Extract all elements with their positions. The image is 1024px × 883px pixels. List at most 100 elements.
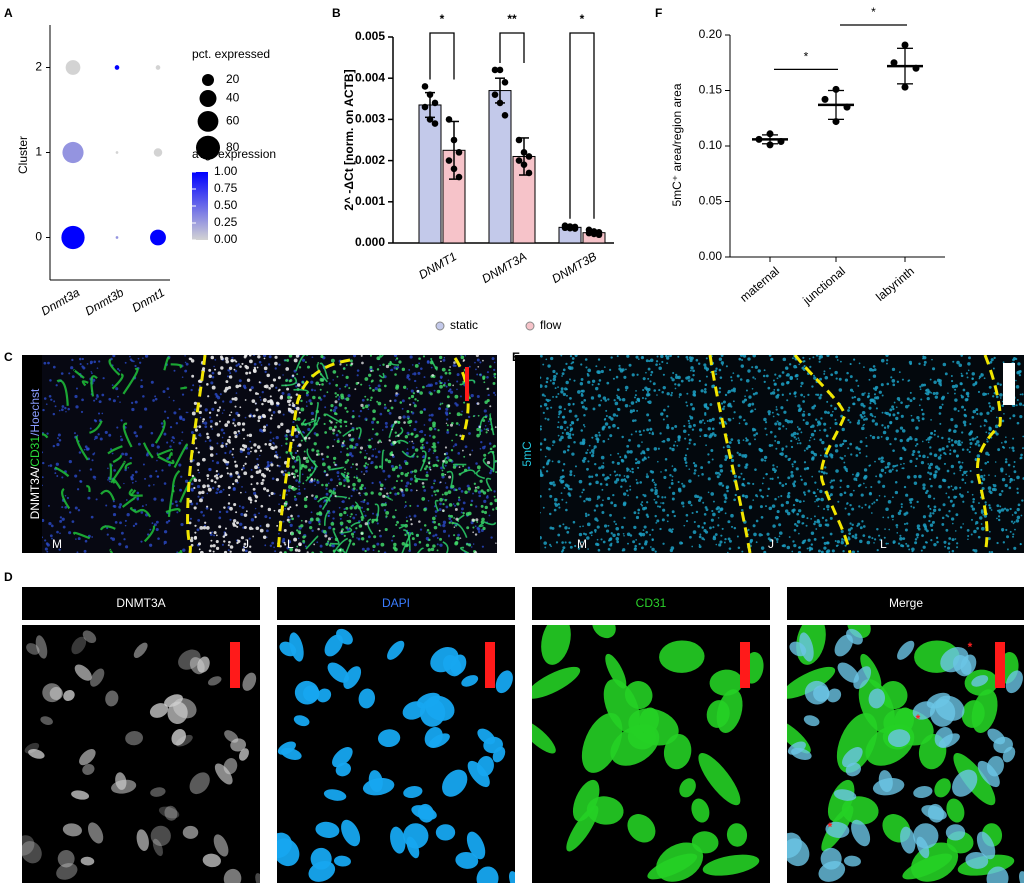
cell [427, 456, 431, 460]
cell [253, 366, 256, 370]
cell [992, 395, 995, 398]
cell [229, 372, 232, 375]
cell [239, 365, 242, 368]
cell [819, 454, 822, 457]
cell [561, 469, 565, 472]
cell [605, 409, 608, 412]
cell [389, 369, 392, 372]
cell [571, 452, 575, 456]
cell [753, 433, 756, 437]
cell [308, 520, 312, 525]
vessel [328, 466, 345, 471]
vessel [442, 541, 449, 553]
cell [442, 529, 447, 533]
cell [270, 463, 274, 467]
cell [572, 433, 575, 436]
cell [234, 405, 237, 408]
cell [569, 355, 573, 358]
cell [119, 435, 122, 438]
cell [847, 447, 850, 450]
cell [1019, 871, 1024, 883]
cell [683, 425, 686, 428]
cell [791, 465, 794, 468]
cell [990, 409, 993, 413]
vessel [179, 549, 183, 553]
cell [596, 525, 600, 529]
cell [380, 503, 385, 507]
cell [318, 523, 321, 526]
cell [363, 456, 367, 459]
cell [929, 472, 933, 476]
cell [950, 517, 955, 521]
cell [132, 360, 135, 363]
cell [829, 427, 832, 429]
cell [292, 438, 295, 442]
cell [261, 390, 264, 394]
cell [682, 505, 685, 508]
cell [179, 488, 182, 492]
cell [359, 486, 363, 491]
cell [726, 823, 748, 847]
cell [622, 548, 626, 552]
cell [452, 384, 454, 387]
cell [320, 355, 324, 359]
cell [257, 466, 260, 469]
cell [914, 538, 918, 541]
cell [440, 376, 443, 379]
cell [836, 540, 840, 544]
cell [856, 397, 861, 402]
cell [801, 366, 805, 370]
cell [677, 383, 681, 387]
vessel [489, 413, 495, 436]
cell [549, 494, 553, 498]
cell [596, 519, 599, 522]
cell [891, 468, 894, 471]
cell [971, 415, 975, 419]
cell [239, 447, 243, 451]
cell [398, 466, 403, 470]
cell [718, 421, 722, 425]
cell [692, 423, 696, 427]
cell [801, 541, 805, 545]
cell [319, 504, 322, 508]
cell [459, 537, 462, 539]
cell [983, 377, 986, 380]
cell [853, 477, 857, 481]
cell [751, 402, 755, 406]
vessel [156, 448, 173, 457]
cell [600, 538, 603, 541]
cell [241, 362, 244, 365]
cell [649, 427, 653, 431]
cell [243, 355, 247, 359]
cell [916, 524, 921, 528]
cell [477, 490, 482, 494]
cell [832, 479, 836, 482]
cell [383, 509, 387, 512]
cell [339, 425, 343, 428]
cell [184, 355, 186, 357]
cell [370, 461, 374, 464]
cell [977, 390, 981, 394]
cell [886, 359, 889, 362]
cell [1015, 519, 1020, 523]
cell [555, 395, 558, 398]
data-point [595, 231, 603, 239]
cell [932, 512, 935, 515]
cell [467, 466, 471, 470]
cell [782, 357, 787, 362]
cell [708, 418, 713, 423]
cell [963, 470, 967, 475]
cell [408, 515, 411, 518]
cell [691, 798, 710, 823]
cell [629, 534, 633, 537]
cell [383, 503, 387, 507]
cell [101, 412, 104, 415]
vessel [42, 433, 49, 439]
cell [425, 441, 429, 445]
cell [567, 435, 571, 439]
cell [977, 444, 981, 447]
cell [112, 355, 116, 358]
cell [84, 445, 88, 449]
cell [723, 500, 727, 504]
cell [483, 453, 487, 457]
